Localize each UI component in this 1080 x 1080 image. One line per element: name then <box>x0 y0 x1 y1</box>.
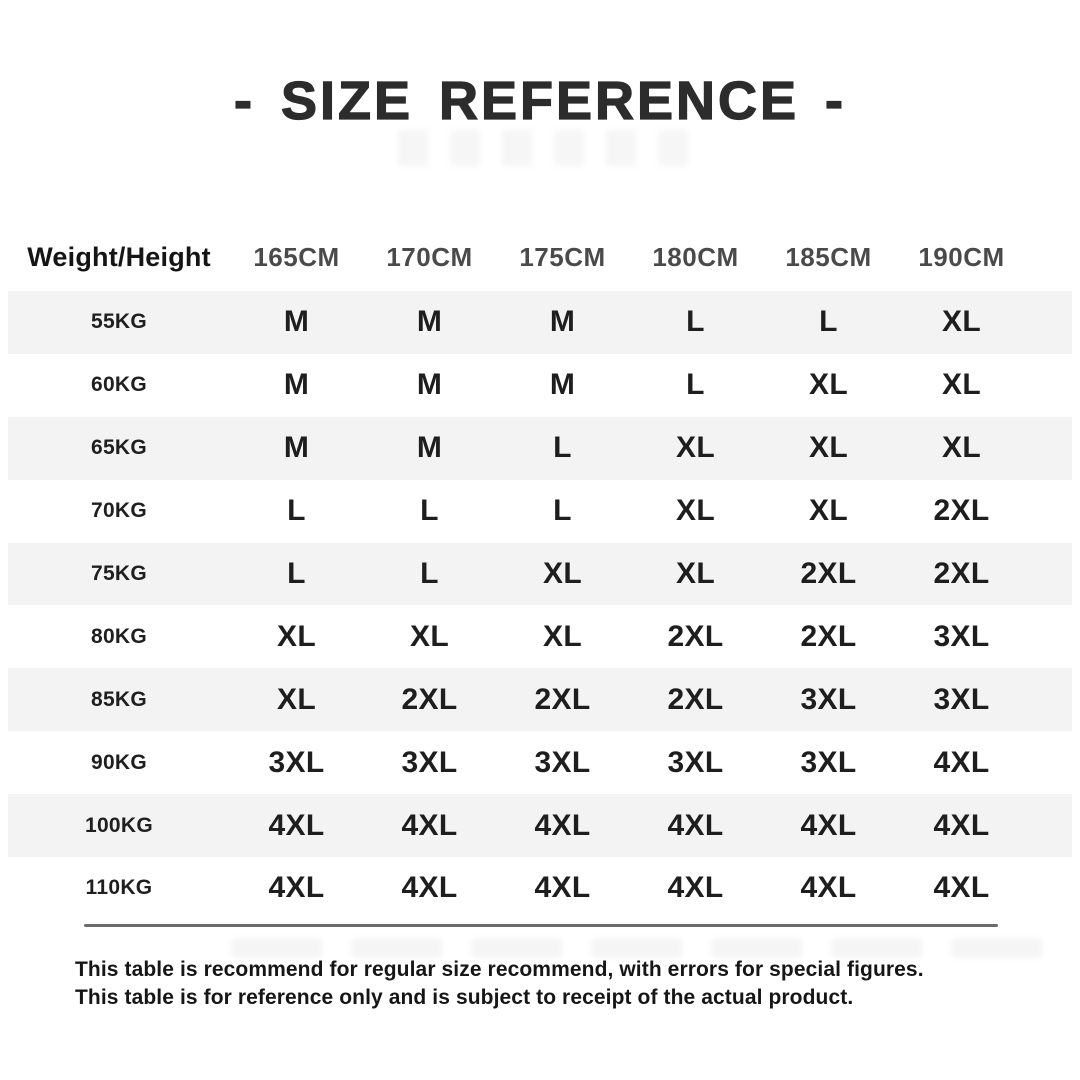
size-cell: 3XL <box>268 745 325 779</box>
table-row: 60KG M M M L XL XL <box>8 354 1072 417</box>
size-cell: M <box>549 305 576 339</box>
size-cell: 4XL <box>667 871 724 905</box>
size-cell: 2XL <box>667 682 724 716</box>
watermark-top <box>398 130 698 166</box>
column-header: 170CM <box>386 242 473 272</box>
size-cell: 4XL <box>800 808 857 842</box>
size-cell: XL <box>676 494 715 528</box>
table-row: 100KG 4XL 4XL 4XL 4XL 4XL 4XL <box>8 794 1072 858</box>
size-cell: M <box>416 368 443 402</box>
table-row: 85KG XL 2XL 2XL 2XL 3XL 3XL <box>8 668 1072 732</box>
size-cell: M <box>416 431 443 465</box>
size-cell: 2XL <box>933 557 990 590</box>
size-cell: L <box>553 431 572 465</box>
size-cell: 2XL <box>933 494 990 528</box>
row-label: 110KG <box>85 876 153 900</box>
table-row: 70KG L L L XL XL 2XL <box>8 480 1072 543</box>
watermark-bottom <box>232 938 1042 958</box>
row-label: 80KG <box>90 624 148 648</box>
size-cell: XL <box>676 557 715 590</box>
table-row: 110KG 4XL 4XL 4XL 4XL 4XL 4XL <box>8 857 1072 920</box>
size-cell: XL <box>809 431 848 465</box>
size-cell: 4XL <box>401 808 458 842</box>
size-cell: XL <box>277 682 316 716</box>
table-row: 80KG XL XL XL 2XL 2XL 3XL <box>8 605 1072 668</box>
divider-line <box>84 924 998 927</box>
column-header: 165CM <box>253 242 340 272</box>
size-cell: 3XL <box>800 745 857 779</box>
size-cell: L <box>553 494 572 528</box>
size-cell: M <box>549 368 576 402</box>
size-cell: 4XL <box>268 808 325 842</box>
size-cell: L <box>420 557 439 590</box>
size-cell: XL <box>942 305 981 339</box>
size-cell: 3XL <box>401 745 458 779</box>
size-cell: XL <box>277 619 316 653</box>
size-cell: XL <box>543 619 582 653</box>
table-row: 65KG M M L XL XL XL <box>8 416 1072 480</box>
row-label: 55KG <box>90 310 148 334</box>
size-cell: 2XL <box>800 619 857 653</box>
size-cell: 4XL <box>933 745 990 779</box>
row-label: 100KG <box>84 813 154 837</box>
size-cell: M <box>416 305 443 339</box>
size-cell: XL <box>543 557 582 590</box>
size-cell: 2XL <box>401 682 458 716</box>
size-cell: 4XL <box>800 871 857 905</box>
column-header: 180CM <box>652 242 739 272</box>
size-cell: XL <box>809 368 848 402</box>
size-cell: M <box>283 305 310 339</box>
size-cell: XL <box>410 619 449 653</box>
size-cell: XL <box>809 494 848 528</box>
size-cell: L <box>287 557 306 590</box>
size-cell: 2XL <box>534 682 591 716</box>
row-label: 70KG <box>90 499 148 523</box>
size-cell: 3XL <box>933 682 990 716</box>
row-label: 65KG <box>90 436 148 460</box>
footer-note-2: This table is for reference only and is … <box>75 985 854 1009</box>
size-cell: 4XL <box>667 808 724 842</box>
size-cell: L <box>686 305 705 339</box>
row-label: 85KG <box>90 687 148 711</box>
column-header: 175CM <box>519 242 606 272</box>
size-cell: 3XL <box>800 682 857 716</box>
column-header: 185CM <box>785 242 872 272</box>
size-cell: L <box>686 368 705 402</box>
page-title: - SIZE REFERENCE - <box>233 71 847 131</box>
size-cell: 3XL <box>534 745 591 779</box>
size-cell: 2XL <box>667 619 724 653</box>
size-cell: L <box>819 305 838 339</box>
size-cell: 4XL <box>534 808 591 842</box>
column-header: 190CM <box>918 242 1005 272</box>
table-header-row: Weight/Height 165CM 170CM 175CM 180CM 185CM 1… <box>8 235 1072 280</box>
footer-note-1: This table is recommend for regular size… <box>75 958 924 981</box>
row-label: 60KG <box>90 373 148 397</box>
footer-notes: This table is recommend for regular size… <box>75 956 1040 1011</box>
size-cell: L <box>287 494 306 528</box>
size-cell: 4XL <box>534 871 591 905</box>
row-label: 75KG <box>90 562 148 585</box>
size-cell: 3XL <box>933 619 990 653</box>
size-cell: XL <box>942 431 981 465</box>
size-cell: 4XL <box>401 871 458 905</box>
size-cell: M <box>283 431 310 465</box>
table-row: 55KG M M M L L XL <box>8 291 1072 354</box>
size-cell: 4XL <box>268 871 325 905</box>
size-cell: 3XL <box>667 745 724 779</box>
row-label: 90KG <box>90 750 148 774</box>
size-cell: XL <box>676 431 715 465</box>
size-cell: 4XL <box>933 808 990 842</box>
table-row: 90KG 3XL 3XL 3XL 3XL 3XL 4XL <box>8 731 1072 794</box>
size-cell: 2XL <box>800 557 857 590</box>
size-cell: 4XL <box>933 871 990 905</box>
size-cell: L <box>420 494 439 528</box>
table-row: 75KG L L XL XL 2XL 2XL <box>8 542 1072 606</box>
size-cell: XL <box>942 368 981 402</box>
corner-header: Weight/Height <box>27 242 211 272</box>
table-body: 55KG M M M L L XL 60KG M M M L XL XL 65KG M M L XL XL XL 70KG… <box>8 291 1072 920</box>
size-cell: M <box>283 368 310 402</box>
